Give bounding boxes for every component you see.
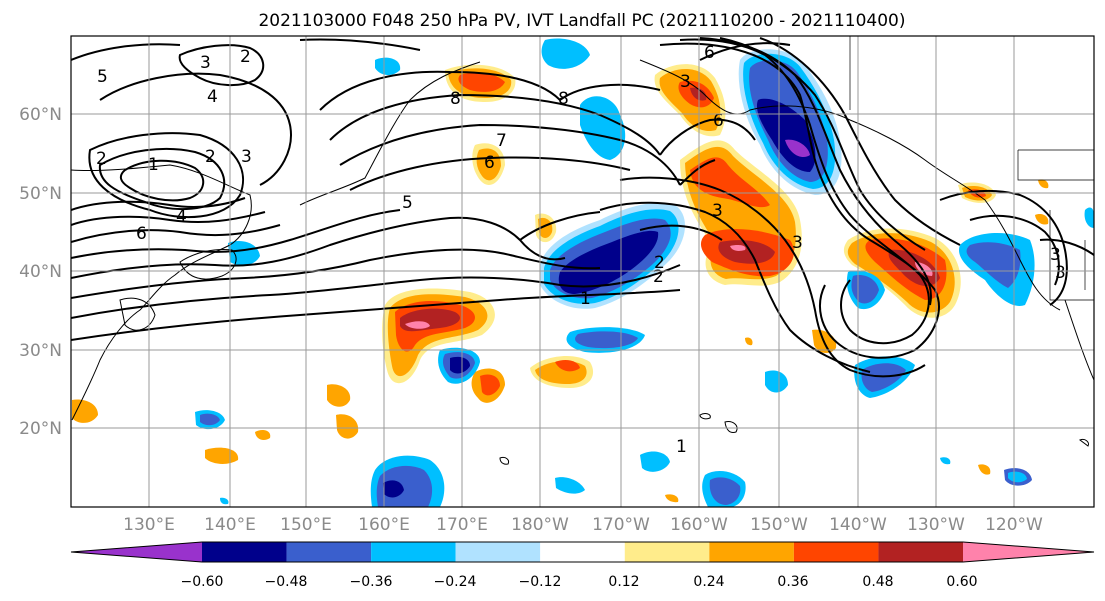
colorbar-swatch — [709, 542, 794, 562]
negative-anomaly-region — [195, 38, 1094, 507]
colorbar — [70, 541, 1095, 563]
colorbar-tick-label: 0.24 — [693, 574, 724, 590]
latitude-labels: 60°N 50°N 40°N 30°N 20°N — [19, 105, 62, 439]
lon-label: 120°W — [985, 515, 1043, 535]
contour-label: 6 — [484, 153, 495, 173]
lon-label: 150°E — [280, 515, 332, 535]
lon-label: 180°W — [511, 515, 569, 535]
colorbar-tick-labels: −0.60 −0.48 −0.36 −0.24 −0.12 0.12 0.24 … — [181, 574, 978, 590]
colorbar-swatch — [286, 542, 372, 562]
contour-label: 6 — [136, 224, 147, 244]
colorbar-tick-label: 0.12 — [608, 574, 639, 590]
contour-label: 3 — [200, 53, 211, 73]
colorbar-tick-label: −0.48 — [265, 574, 308, 590]
contour-label: 5 — [402, 193, 413, 213]
lat-label: 60°N — [19, 105, 62, 125]
lon-label: 170°E — [436, 515, 488, 535]
colorbar-tick-label: 0.36 — [777, 574, 808, 590]
colorbar-swatch — [371, 542, 456, 562]
colorbar-tick-label: −0.12 — [519, 574, 562, 590]
contour-label: 3 — [792, 233, 803, 253]
colorbar-swatch — [455, 542, 541, 562]
positive-anomaly-region — [72, 143, 1049, 503]
negative-anomaly-region — [738, 49, 842, 196]
lon-label: 170°W — [592, 515, 650, 535]
contour-label: 4 — [207, 87, 218, 107]
contour-label: 3 — [1055, 263, 1066, 283]
shaded-ivt-pc: 5 2 3 4 2 1 2 3 4 6 8 8 6 7 5 6 3 2 1 2 — [71, 36, 1094, 507]
contour-label: 4 — [176, 207, 187, 227]
colorbar-tick-label: −0.36 — [350, 574, 393, 590]
contour-labels: 5 2 3 4 2 1 2 3 4 6 8 8 6 7 5 6 3 2 1 2 — [96, 43, 1066, 457]
contour-label: 2 — [654, 253, 665, 273]
colorbar-extend-low — [71, 542, 202, 562]
colorbar-extend-high — [963, 542, 1094, 562]
lon-label: 130°W — [907, 515, 965, 535]
contour-label: 1 — [676, 437, 687, 457]
contour-label: 3 — [1050, 245, 1061, 265]
graticule — [71, 36, 1094, 507]
lon-label: 150°W — [750, 515, 808, 535]
contour-label: 7 — [496, 131, 507, 151]
positive-anomaly-region — [382, 288, 495, 384]
political-borders — [849, 36, 1094, 301]
contour-label: 3 — [712, 201, 723, 221]
positive-anomaly-region — [680, 140, 802, 286]
negative-anomaly-region — [540, 202, 686, 353]
map-panel: 5 2 3 4 2 1 2 3 4 6 8 8 6 7 5 6 3 2 1 2 — [19, 35, 1095, 535]
colorbar-swatch — [793, 542, 879, 562]
contour-label: 3 — [241, 147, 252, 167]
lon-label: 160°E — [358, 515, 410, 535]
lon-label: 160°W — [670, 515, 728, 535]
colorbar-tick-label: 0.48 — [862, 574, 893, 590]
chart-title: 2021103000 F048 250 hPa PV, IVT Landfall… — [258, 11, 905, 31]
contour-label: 2 — [205, 147, 216, 167]
contour-label: 6 — [713, 111, 724, 131]
lat-label: 40°N — [19, 262, 62, 282]
lon-label: 140°E — [204, 515, 256, 535]
contour-label: 2 — [653, 267, 664, 287]
contour-label: 3 — [680, 72, 691, 92]
colorbar-tick-label: −0.24 — [434, 574, 477, 590]
contour-label: 5 — [97, 67, 108, 87]
contour-label: 1 — [148, 155, 159, 175]
colorbar-swatch — [624, 542, 710, 562]
contour-label: 8 — [558, 89, 569, 109]
contour-label: 8 — [450, 89, 461, 109]
positive-anomaly-region — [654, 64, 726, 137]
colorbar-outline — [70, 541, 1095, 563]
contour-label: 1 — [580, 289, 591, 309]
colorbar-swatch — [540, 542, 625, 562]
lat-label: 30°N — [19, 341, 62, 361]
pv-contours — [71, 37, 1094, 378]
contour-label: 2 — [96, 149, 107, 169]
contour-label: 6 — [704, 43, 715, 63]
lon-label: 130°E — [123, 515, 175, 535]
lat-label: 50°N — [19, 184, 62, 204]
colorbar-swatch — [202, 542, 287, 562]
colorbar-swatch — [878, 542, 963, 562]
coastlines — [71, 59, 1094, 465]
colorbar-tick-label: −0.60 — [181, 574, 224, 590]
lon-label: 140°W — [829, 515, 887, 535]
lat-label: 20°N — [19, 419, 62, 439]
map-frame — [70, 35, 1095, 508]
colorbar-tick-label: 0.60 — [946, 574, 977, 590]
contour-label: 2 — [240, 47, 251, 67]
longitude-labels: 130°E 140°E 150°E 160°E 170°E 180°W 170°… — [123, 515, 1043, 535]
